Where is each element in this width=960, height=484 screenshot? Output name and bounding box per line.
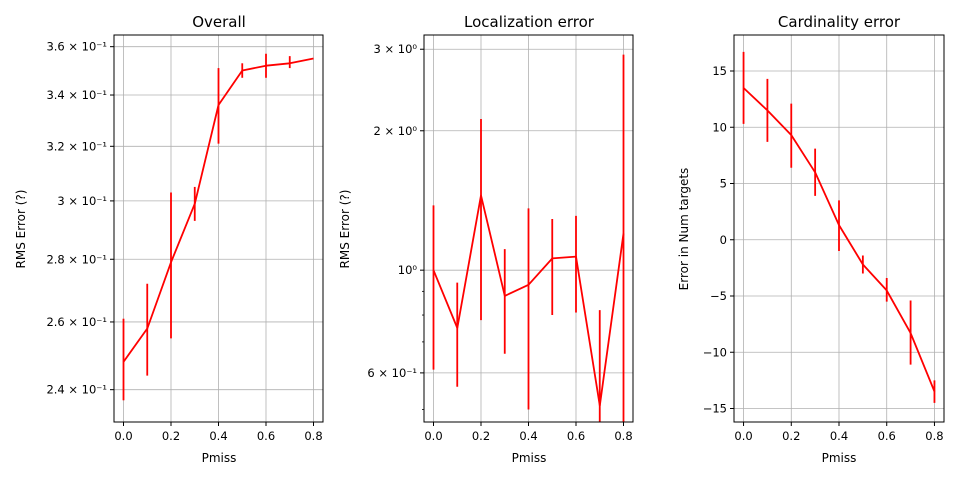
y-tick-label: 3 × 10⁰ <box>373 42 417 56</box>
x-tick-label: 0.8 <box>304 429 322 443</box>
y-tick-label: 2.6 × 10⁻¹ <box>46 315 107 329</box>
y-tick-label: 10 <box>712 120 727 134</box>
x-axis-label: Pmiss <box>202 451 237 465</box>
x-tick-label: 0.2 <box>782 429 800 443</box>
y-tick-label: 3.6 × 10⁻¹ <box>46 40 107 54</box>
x-tick-label: 0.8 <box>614 429 632 443</box>
x-tick-label: 0.4 <box>519 429 537 443</box>
x-tick-label: 0.0 <box>734 429 752 443</box>
series-line <box>122 57 314 363</box>
y-tick-label: 3 × 10⁻¹ <box>57 194 107 208</box>
x-tick-label: 0.2 <box>472 429 490 443</box>
y-tick-label: −15 <box>703 402 727 416</box>
y-tick-label: 2.4 × 10⁻¹ <box>46 383 107 397</box>
panel-title: Overall <box>192 13 246 31</box>
panel-title: Cardinality error <box>778 13 901 31</box>
y-tick-label: 2.8 × 10⁻¹ <box>46 252 107 266</box>
series-line <box>742 87 936 392</box>
x-tick-label: 0.8 <box>925 429 943 443</box>
y-tick-label: 5 <box>720 177 727 191</box>
y-tick-label: −10 <box>703 345 727 359</box>
x-tick-label: 0.0 <box>114 429 132 443</box>
y-tick-label: −5 <box>710 289 727 303</box>
y-tick-label: 3.2 × 10⁻¹ <box>46 139 107 153</box>
x-tick-label: 0.4 <box>209 429 227 443</box>
panel-cardinality-error: Cardinality error Pmiss Error in Num tar… <box>677 13 945 465</box>
y-axis-label: RMS Error (?) <box>14 190 28 269</box>
y-tick-label: 0 <box>720 233 727 247</box>
y-tick-label: 2 × 10⁰ <box>373 124 417 138</box>
x-tick-label: 0.6 <box>567 429 585 443</box>
panel-localization-error: Localization error Pmiss RMS Error (?) 0… <box>338 13 634 465</box>
x-tick-label: 0.6 <box>878 429 896 443</box>
x-axis-label: Pmiss <box>822 451 857 465</box>
y-axis-label: RMS Error (?) <box>338 190 352 269</box>
y-tick-label: 6 × 10⁻¹ <box>367 366 417 380</box>
x-tick-label: 0.0 <box>424 429 442 443</box>
y-tick-label: 3.4 × 10⁻¹ <box>46 88 107 102</box>
x-tick-label: 0.2 <box>162 429 180 443</box>
y-tick-label: 15 <box>712 64 727 78</box>
x-tick-label: 0.4 <box>830 429 848 443</box>
y-axis-label: Error in Num targets <box>677 168 691 291</box>
series-line <box>432 194 625 407</box>
panel-title: Localization error <box>464 13 595 31</box>
x-axis-label: Pmiss <box>512 451 547 465</box>
panel-overall: Overall Pmiss RMS Error (?) 0.0 0.2 0.4 0.6… <box>14 13 324 465</box>
y-tick-label: 10⁰ <box>398 263 418 277</box>
x-tick-label: 0.6 <box>257 429 275 443</box>
